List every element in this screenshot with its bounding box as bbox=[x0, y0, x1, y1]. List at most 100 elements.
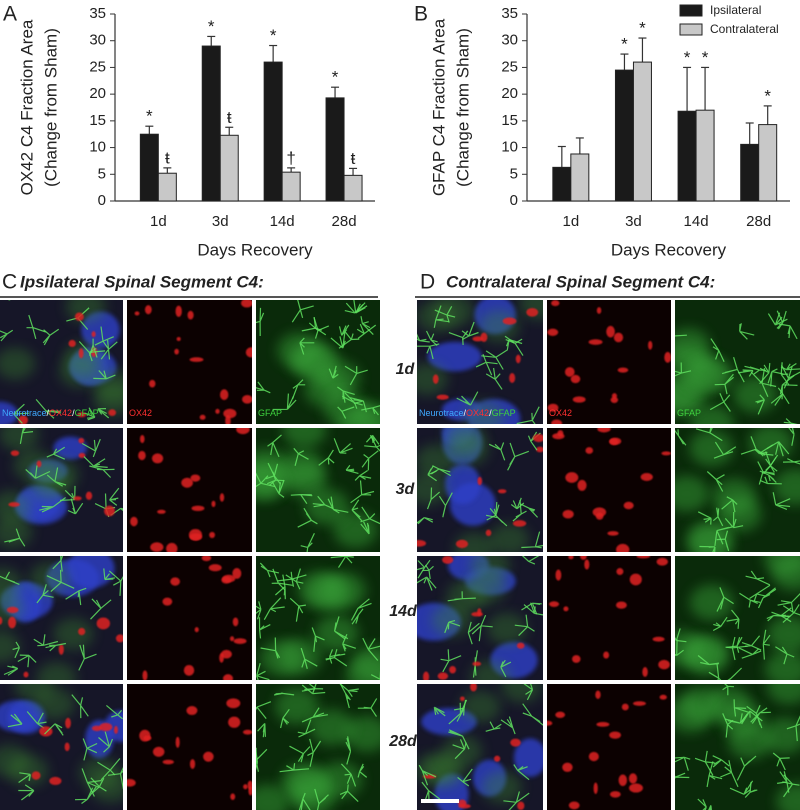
micrograph-content bbox=[675, 684, 800, 810]
process bbox=[364, 434, 380, 452]
cell bbox=[186, 706, 198, 716]
channel-label-part: Neurotrace bbox=[2, 408, 47, 418]
process bbox=[775, 646, 795, 665]
process bbox=[4, 528, 26, 547]
process bbox=[277, 571, 307, 587]
process bbox=[724, 511, 744, 529]
channel-label: GFAP bbox=[258, 408, 282, 418]
cell bbox=[640, 473, 653, 481]
significance-marker: * bbox=[621, 35, 628, 54]
process bbox=[344, 302, 368, 314]
micrograph-bg bbox=[547, 428, 671, 552]
nucleus bbox=[444, 463, 481, 505]
process bbox=[749, 584, 771, 602]
cell bbox=[215, 408, 220, 414]
glow bbox=[434, 300, 475, 327]
cell bbox=[610, 396, 619, 404]
y-axis-label: (Change from Sham) bbox=[41, 28, 60, 187]
charts: A 0 5 10 15 20 25 30 35 OX42 C4 Fraction Area (Cha… bbox=[3, 3, 790, 259]
cell bbox=[417, 540, 427, 547]
cell bbox=[642, 667, 648, 677]
process bbox=[42, 328, 60, 346]
process bbox=[78, 644, 97, 671]
process bbox=[19, 428, 34, 445]
process bbox=[767, 312, 788, 326]
micrograph-bg bbox=[127, 428, 252, 552]
process bbox=[314, 788, 329, 810]
channel-label-part: OX42 bbox=[49, 408, 72, 418]
cell bbox=[243, 784, 248, 790]
cell bbox=[510, 738, 521, 747]
process bbox=[338, 324, 350, 336]
process bbox=[36, 584, 54, 604]
micrograph-content bbox=[417, 684, 543, 810]
process bbox=[25, 465, 51, 479]
glow bbox=[470, 660, 511, 680]
y-tick-label: 30 bbox=[501, 32, 518, 49]
x-axis-label: Days Recovery bbox=[197, 240, 313, 259]
process bbox=[745, 570, 771, 586]
process bbox=[780, 362, 790, 386]
process bbox=[66, 307, 90, 330]
process bbox=[706, 471, 725, 492]
process bbox=[370, 670, 380, 680]
channel-label-part: / bbox=[489, 408, 492, 418]
channel-label-part: GFAP bbox=[75, 408, 99, 418]
bar bbox=[632, 61, 652, 202]
process bbox=[256, 748, 259, 771]
process bbox=[779, 374, 798, 400]
process bbox=[706, 761, 723, 788]
process bbox=[89, 465, 115, 478]
glow bbox=[256, 784, 290, 810]
channel-label-part: OX42 bbox=[466, 408, 489, 418]
process bbox=[417, 343, 440, 360]
cell bbox=[219, 493, 225, 502]
cell bbox=[74, 312, 84, 322]
process bbox=[767, 368, 784, 387]
process bbox=[84, 407, 96, 421]
micrograph bbox=[256, 428, 380, 552]
glow bbox=[307, 574, 352, 611]
process bbox=[727, 667, 743, 680]
process bbox=[360, 521, 370, 535]
glow bbox=[675, 475, 709, 512]
process bbox=[301, 684, 326, 695]
process bbox=[417, 517, 434, 525]
process bbox=[271, 479, 285, 498]
process bbox=[486, 502, 500, 521]
micrograph bbox=[675, 556, 800, 680]
glow bbox=[288, 342, 333, 379]
cell bbox=[241, 300, 252, 308]
micrograph-content bbox=[0, 556, 123, 680]
glow bbox=[466, 571, 507, 604]
cell bbox=[547, 403, 559, 412]
process bbox=[339, 684, 359, 698]
process bbox=[714, 526, 733, 546]
cell bbox=[572, 655, 581, 663]
process bbox=[456, 391, 479, 406]
channel-label: Neurotrace/OX42/GFAP bbox=[419, 408, 516, 418]
process bbox=[107, 766, 123, 790]
cell bbox=[603, 651, 610, 659]
glow bbox=[712, 478, 757, 515]
process bbox=[782, 774, 800, 798]
process bbox=[90, 598, 112, 620]
cell bbox=[532, 434, 543, 443]
process bbox=[271, 568, 293, 591]
process bbox=[259, 562, 280, 578]
cell bbox=[485, 529, 492, 537]
cell bbox=[174, 348, 179, 355]
micrograph bbox=[417, 684, 543, 810]
cell bbox=[551, 300, 560, 307]
glow bbox=[274, 688, 319, 725]
glow bbox=[309, 709, 354, 746]
process bbox=[35, 399, 62, 419]
process bbox=[421, 781, 441, 804]
bar bbox=[325, 97, 345, 202]
micrograph bbox=[547, 300, 671, 424]
process bbox=[766, 441, 790, 457]
process bbox=[675, 639, 684, 656]
process bbox=[289, 745, 311, 763]
micrograph-content bbox=[675, 556, 800, 680]
process bbox=[422, 564, 434, 579]
